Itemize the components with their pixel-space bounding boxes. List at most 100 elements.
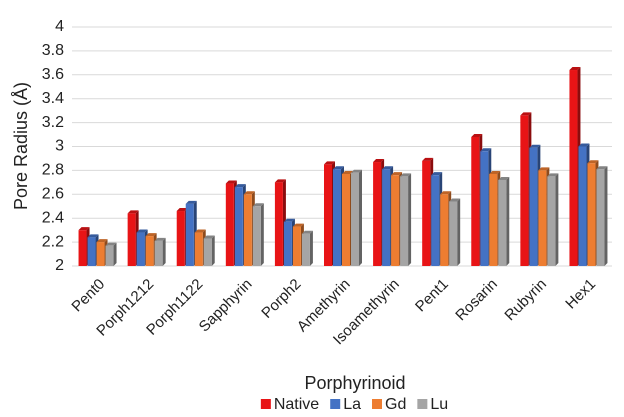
- bar-side: [309, 230, 313, 266]
- bar: [578, 146, 587, 266]
- bar: [520, 115, 529, 267]
- bar-top: [185, 200, 197, 204]
- bar-side: [604, 166, 608, 266]
- bar-top: [373, 159, 385, 163]
- bar-top: [225, 180, 237, 184]
- bar: [391, 175, 400, 266]
- legend-swatch: [417, 399, 428, 409]
- x-tick-label: Pent0: [68, 276, 108, 316]
- y-tick-label: 3.4: [42, 90, 64, 107]
- bar: [283, 221, 292, 266]
- bar: [471, 136, 480, 266]
- bar-side: [555, 173, 559, 266]
- bar: [176, 211, 185, 266]
- bar: [382, 169, 391, 266]
- y-tick-label: 2.8: [42, 162, 64, 179]
- bar-top: [252, 203, 264, 207]
- bar-top: [333, 166, 344, 170]
- y-tick-label: 2.6: [42, 186, 64, 203]
- y-tick-label: 3.2: [42, 114, 64, 131]
- legend-swatch: [330, 399, 341, 409]
- bar-top: [400, 173, 412, 177]
- bar: [373, 162, 382, 266]
- bar-top: [498, 176, 510, 180]
- bar-top: [301, 230, 313, 234]
- bar-top: [578, 143, 590, 147]
- bar-top: [243, 191, 255, 195]
- bar-top: [105, 242, 117, 246]
- bar-top: [78, 227, 90, 231]
- bar-top: [342, 170, 353, 174]
- bar: [234, 187, 243, 266]
- bar: [400, 176, 409, 266]
- y-tick-label: 3.8: [42, 42, 64, 59]
- x-tick-label: Sapphyrin: [196, 276, 256, 336]
- bar-top: [391, 172, 403, 176]
- bar-top: [87, 234, 99, 238]
- bar-top: [351, 169, 362, 173]
- bar: [489, 173, 498, 266]
- bar: [292, 226, 301, 266]
- bar-top: [569, 67, 581, 71]
- bar-top: [136, 229, 148, 233]
- bar-top: [274, 179, 286, 183]
- bar: [333, 169, 341, 266]
- bar-top: [194, 229, 206, 233]
- legend-label: La: [343, 396, 361, 413]
- bar: [127, 213, 136, 266]
- bar-side: [113, 242, 117, 266]
- y-tick-label: 2: [55, 257, 64, 274]
- bar-top: [520, 112, 532, 116]
- bar: [87, 237, 96, 266]
- bar: [498, 179, 507, 266]
- bar-top: [154, 237, 166, 241]
- bar: [145, 236, 154, 266]
- bar: [274, 182, 283, 266]
- bar: [185, 203, 194, 266]
- bar: [547, 176, 556, 266]
- bar: [440, 194, 449, 266]
- bar-top: [324, 161, 335, 165]
- bar-top: [422, 157, 434, 161]
- bar-top: [203, 235, 215, 239]
- bar: [78, 230, 87, 266]
- bar-top: [480, 148, 492, 152]
- bar: [342, 173, 350, 266]
- bar: [252, 206, 261, 266]
- bar: [422, 160, 431, 266]
- bar-top: [176, 208, 188, 212]
- legend-label: Lu: [430, 396, 448, 413]
- bar-top: [127, 210, 139, 214]
- bar: [194, 232, 203, 266]
- y-tick-label: 2.4: [42, 209, 64, 226]
- bar-top: [547, 173, 559, 177]
- bar: [587, 163, 596, 266]
- legend-swatch: [260, 399, 271, 409]
- x-tick-label: Rosarin: [452, 276, 501, 325]
- bar-top: [449, 198, 461, 202]
- bar-top: [292, 223, 304, 227]
- bar-side: [408, 173, 412, 266]
- bar-top: [431, 172, 443, 176]
- legend-label: Gd: [385, 396, 406, 413]
- x-tick-label: Porph2: [258, 276, 304, 322]
- bar: [351, 172, 359, 266]
- bar: [243, 194, 252, 266]
- bar-side: [211, 235, 215, 266]
- bar-side: [260, 203, 264, 266]
- bar: [105, 245, 114, 266]
- bar-side: [506, 176, 510, 266]
- bar: [203, 238, 212, 266]
- bar-top: [587, 160, 599, 164]
- y-axis-title: Pore Radius (Å): [11, 82, 31, 210]
- y-tick-label: 3.6: [42, 66, 64, 83]
- bar-top: [382, 166, 394, 170]
- bar-top: [529, 144, 541, 148]
- bar: [529, 147, 538, 266]
- bar: [136, 232, 145, 266]
- bar: [96, 242, 105, 266]
- bar-top: [234, 184, 246, 188]
- bar-side: [457, 198, 461, 266]
- bar: [449, 201, 458, 266]
- bar-top: [96, 239, 108, 243]
